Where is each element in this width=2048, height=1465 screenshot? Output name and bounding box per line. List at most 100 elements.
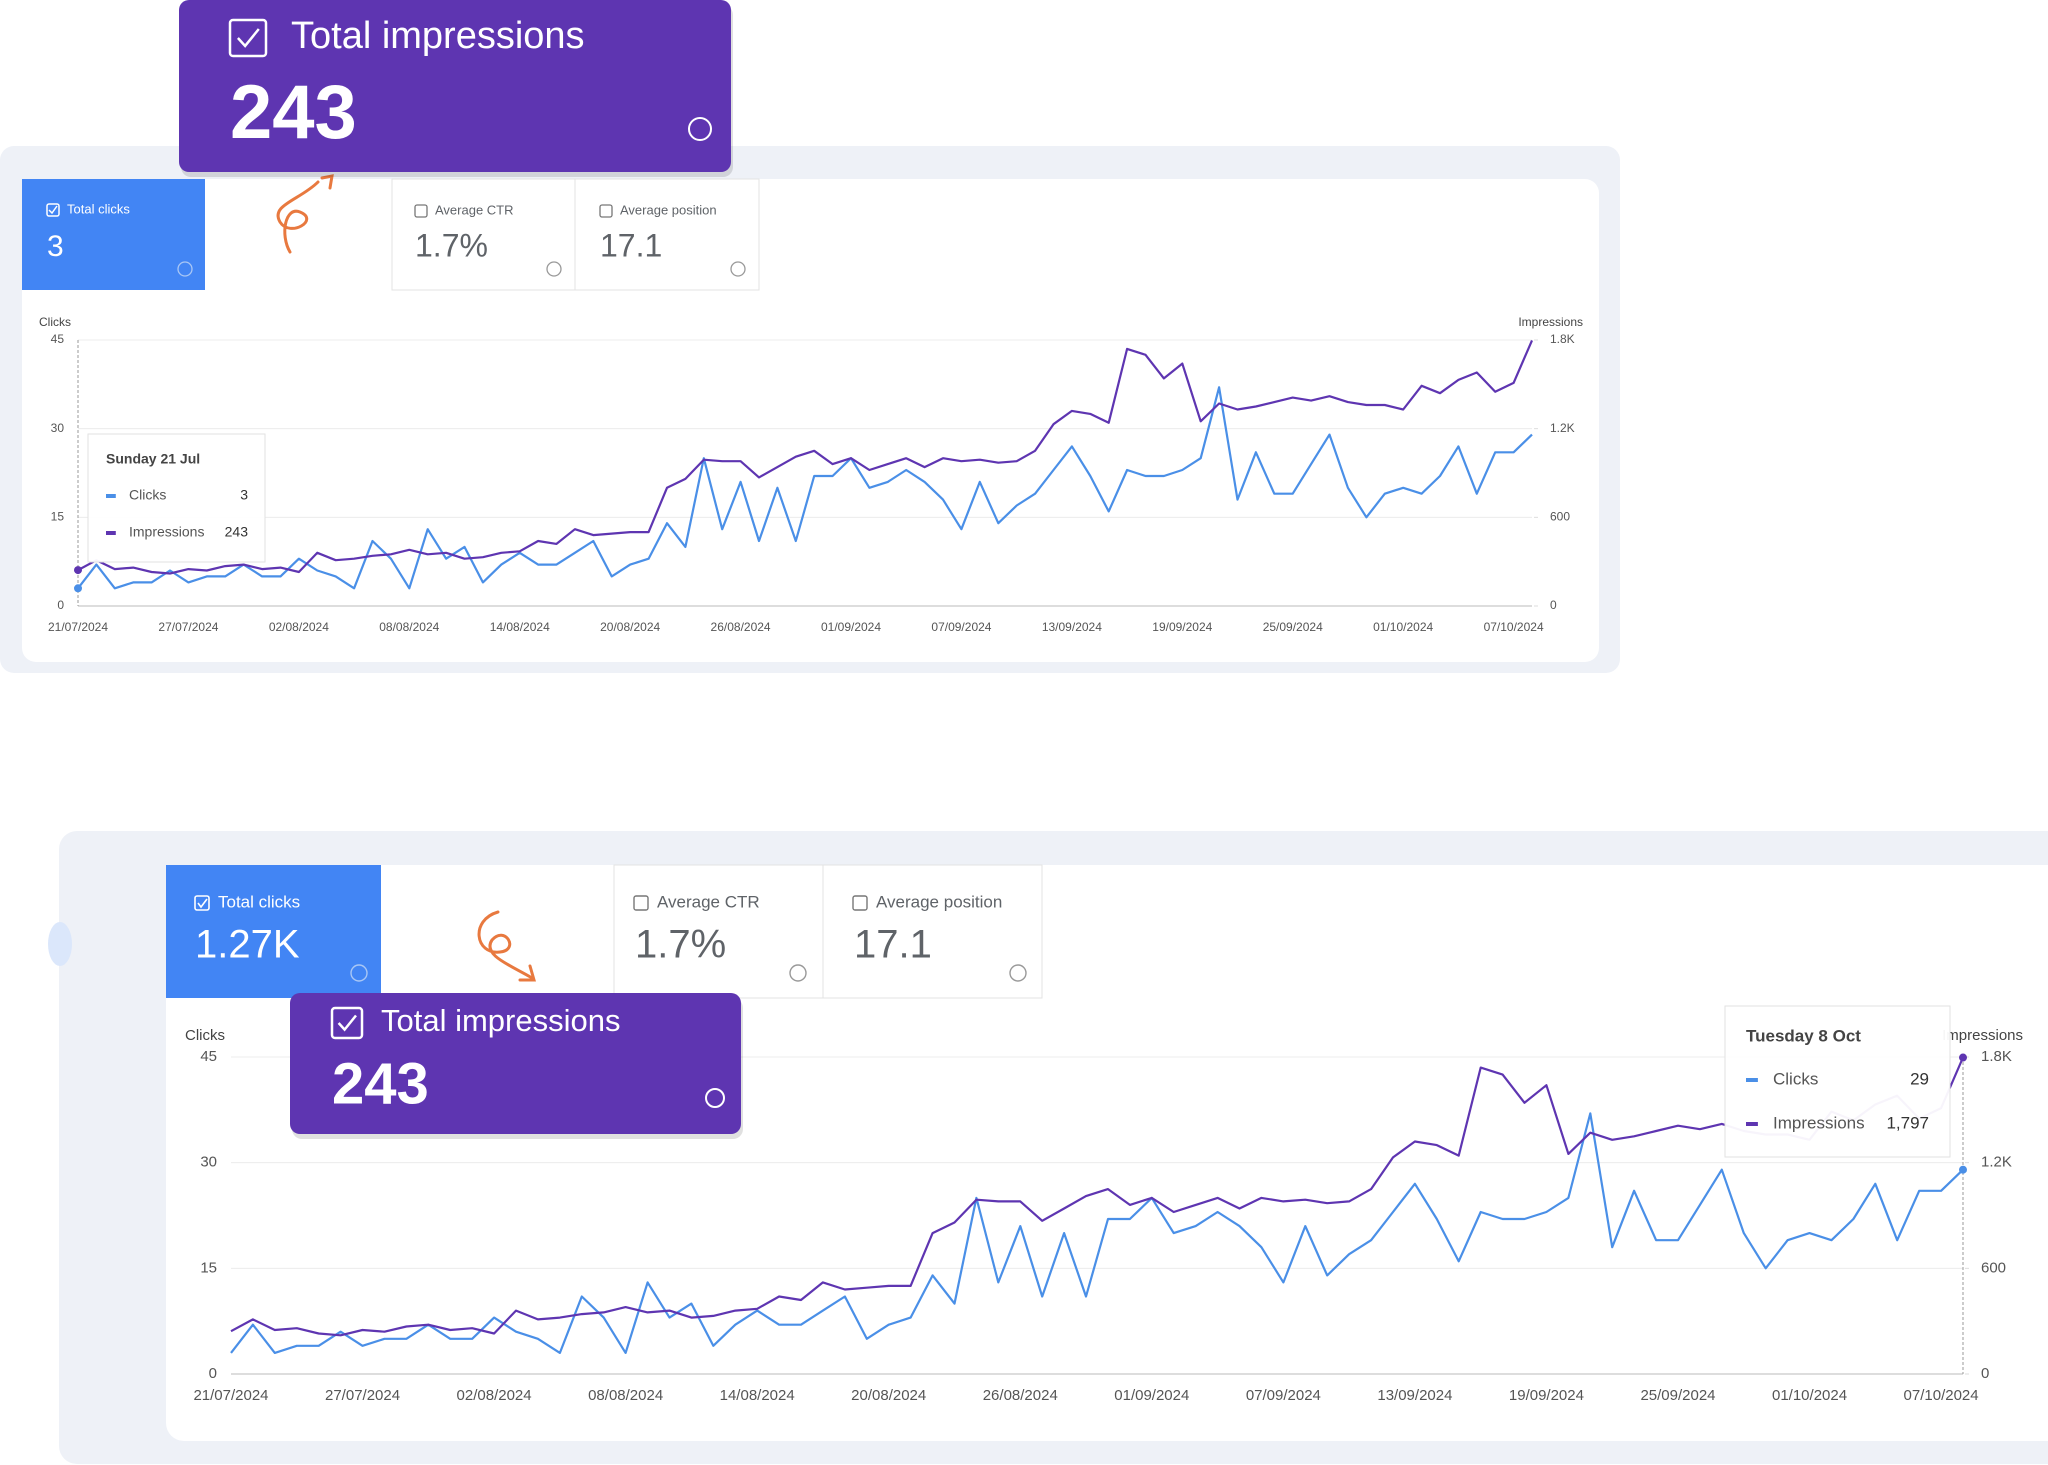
y2-tick-label: 1.2K (1550, 421, 1575, 435)
position-card[interactable] (822, 864, 1043, 999)
callout-label: Total impressions (291, 15, 585, 57)
help-icon[interactable] (177, 261, 193, 277)
series-line (230, 1112, 1964, 1354)
hover-dot (74, 584, 82, 593)
help-icon (688, 117, 712, 141)
x-tick-label: 21/07/2024 (48, 620, 108, 634)
card-label: Average position (620, 202, 717, 217)
x-tick-label: 14/08/2024 (720, 1387, 795, 1404)
ctr-card[interactable] (391, 178, 576, 291)
tooltip-value: 29 (1910, 1069, 1929, 1088)
arrow-head (518, 964, 536, 982)
y2-tick-label: 1.8K (1550, 332, 1575, 346)
series-line (77, 386, 1533, 590)
y2-tick-label: 600 (1550, 510, 1570, 524)
y-tick-label: 15 (200, 1259, 217, 1276)
hover-dot (1959, 1165, 1967, 1174)
checkbox[interactable] (46, 203, 60, 217)
help-icon[interactable] (350, 964, 368, 982)
panel-card (22, 179, 1599, 662)
x-tick-label: 08/08/2024 (379, 620, 439, 634)
callout[interactable] (179, 0, 731, 172)
tooltip-swatch (1746, 1078, 1758, 1082)
axis-title: Impressions (1518, 315, 1583, 329)
tooltip-swatch (106, 494, 116, 498)
card-label: Average position (876, 892, 1002, 911)
y-tick-label: 0 (57, 598, 64, 612)
help-icon (705, 1088, 725, 1108)
hover-dot (1959, 1053, 1967, 1062)
clicks-card[interactable] (166, 865, 381, 998)
x-tick-label: 07/10/2024 (1904, 1387, 1979, 1404)
x-tick-label: 13/09/2024 (1042, 620, 1102, 634)
x-tick-label: 14/08/2024 (490, 620, 550, 634)
y2-tick-label: 1.2K (1981, 1154, 2012, 1171)
tooltip-value: 1,797 (1886, 1113, 1929, 1132)
x-tick-label: 01/10/2024 (1772, 1387, 1847, 1404)
y2-tick-label: 1.8K (1981, 1048, 2012, 1065)
tooltip-value: 3 (240, 487, 248, 503)
help-icon[interactable] (1009, 964, 1027, 982)
checkbox[interactable] (633, 895, 649, 911)
checkbox[interactable] (194, 895, 210, 911)
card-value: 1.7% (415, 227, 488, 263)
x-tick-label: 02/08/2024 (269, 620, 329, 634)
help-icon[interactable] (546, 261, 562, 277)
tooltip (87, 433, 266, 563)
arrow (276, 180, 320, 254)
decor (48, 922, 72, 966)
tooltip-name: Impressions (129, 524, 204, 540)
tooltip-title: Tuesday 8 Oct (1746, 1026, 1861, 1045)
card-label: Total clicks (218, 892, 300, 911)
checkbox[interactable] (599, 204, 613, 218)
ctr-card[interactable] (613, 864, 824, 999)
tooltip (1724, 1005, 1951, 1158)
x-tick-label: 19/09/2024 (1152, 620, 1212, 634)
x-tick-label: 07/09/2024 (1246, 1387, 1321, 1404)
check (337, 1014, 357, 1032)
x-tick-label: 01/10/2024 (1373, 620, 1433, 634)
y-tick-label: 15 (51, 510, 65, 524)
y-tick-label: 30 (200, 1154, 217, 1171)
checkbox[interactable] (852, 895, 868, 911)
card-value: 1.27K (195, 923, 300, 967)
y-tick-label: 45 (51, 332, 65, 346)
x-tick-label: 26/08/2024 (983, 1387, 1058, 1404)
check (236, 28, 260, 48)
x-tick-label: 25/09/2024 (1263, 620, 1323, 634)
help-icon[interactable] (730, 261, 746, 277)
arrow (477, 910, 534, 980)
axis-title: Clicks (39, 315, 71, 329)
axis-title: Impressions (1942, 1027, 2023, 1044)
x-tick-label: 13/09/2024 (1377, 1387, 1452, 1404)
clicks-card[interactable] (22, 179, 205, 290)
position-card[interactable] (574, 178, 760, 291)
arrow-head (320, 174, 334, 190)
x-tick-label: 02/08/2024 (457, 1387, 532, 1404)
x-tick-label: 01/09/2024 (1114, 1387, 1189, 1404)
series-line (230, 1057, 1965, 1337)
tooltip-name: Impressions (1773, 1113, 1865, 1132)
card-value: 17.1 (600, 227, 662, 263)
card-label: Total clicks (67, 201, 130, 216)
tooltip-swatch (1746, 1122, 1758, 1126)
series-line (77, 339, 1534, 575)
tooltip-name: Clicks (1773, 1069, 1818, 1088)
checkbox (330, 1006, 364, 1040)
x-tick-label: 27/07/2024 (158, 620, 218, 634)
x-tick-label: 21/07/2024 (193, 1387, 268, 1404)
help-icon[interactable] (789, 964, 807, 982)
checkbox[interactable] (414, 204, 428, 218)
y2-tick-label: 600 (1981, 1259, 2006, 1276)
check (48, 205, 58, 215)
callout[interactable] (290, 993, 741, 1134)
x-tick-label: 20/08/2024 (851, 1387, 926, 1404)
axis-title: Clicks (185, 1027, 225, 1044)
card-value: 17.1 (854, 923, 932, 967)
y2-tick-label: 0 (1981, 1365, 1989, 1382)
x-tick-label: 26/08/2024 (711, 620, 771, 634)
card-value: 1.7% (635, 923, 726, 967)
x-tick-label: 27/07/2024 (325, 1387, 400, 1404)
